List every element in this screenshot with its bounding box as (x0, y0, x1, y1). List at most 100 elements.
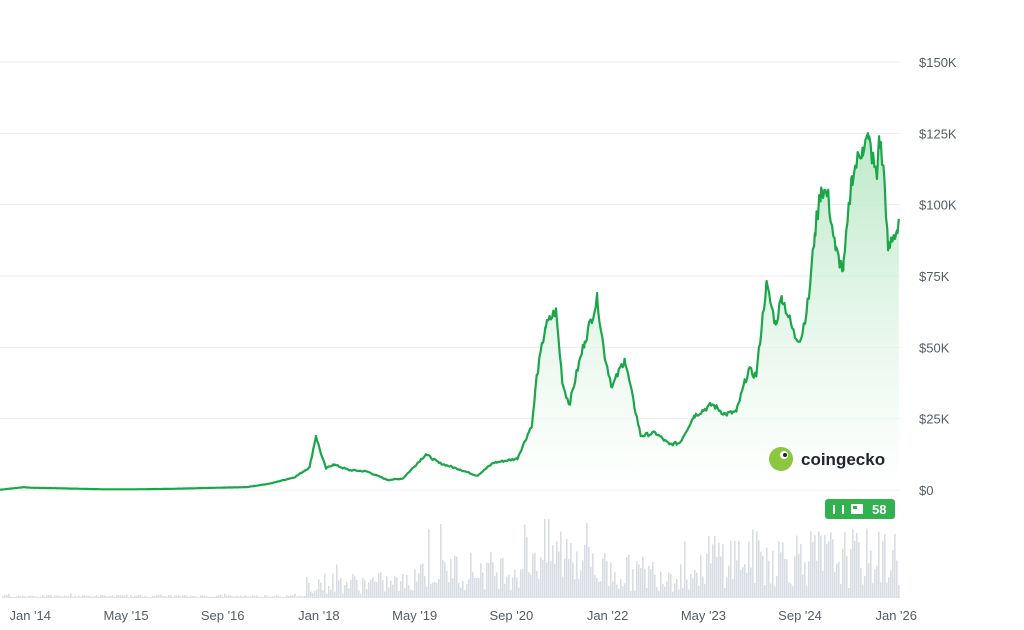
volume-bar (230, 595, 232, 598)
volume-bar (570, 542, 572, 598)
volume-bar (464, 589, 466, 598)
volume-bar (666, 581, 668, 598)
volume-bar (500, 558, 502, 598)
volume-bar (456, 556, 458, 598)
volume-bar (428, 528, 430, 598)
watermark-label: coingecko (801, 450, 885, 469)
volume-bar (468, 579, 470, 598)
volume-bar (806, 586, 808, 598)
volume-bar (84, 595, 86, 598)
volume-bar (678, 589, 680, 598)
volume-bar (716, 556, 718, 598)
volume-bar (342, 593, 344, 598)
volume-bars (2, 518, 900, 598)
volume-bar (542, 560, 544, 598)
volume-bar (648, 565, 650, 598)
volume-bar (260, 596, 262, 598)
volume-bar (524, 524, 526, 598)
volume-bar (82, 595, 84, 598)
volume-bar (174, 595, 176, 598)
volume-bar (194, 596, 196, 598)
volume-bar (630, 591, 632, 598)
volume-bar (52, 596, 54, 598)
volume-bar (186, 595, 188, 598)
volume-bar (90, 596, 92, 598)
volume-bar (192, 595, 194, 598)
y-tick-label: $0 (919, 483, 933, 498)
volume-bar (658, 590, 660, 598)
volume-bar (20, 596, 22, 598)
volume-bar (338, 580, 340, 598)
volume-bar (168, 595, 170, 598)
volume-bar (262, 596, 264, 598)
volume-bar (880, 582, 882, 598)
volume-bar (316, 589, 318, 598)
volume-bar (838, 561, 840, 598)
volume-bar (892, 550, 894, 598)
volume-bar (852, 528, 854, 598)
volume-bar (738, 541, 740, 598)
volume-bar (574, 579, 576, 598)
volume-bar (318, 579, 320, 598)
volume-bar (16, 596, 18, 598)
volume-bar (506, 576, 508, 598)
volume-bar (264, 595, 266, 598)
volume-bar (502, 557, 504, 598)
volume-bar (76, 596, 78, 598)
volume-bar (212, 596, 214, 598)
volume-bar (730, 540, 732, 598)
volume-bar (726, 577, 728, 598)
volume-bar (172, 596, 174, 598)
volume-bar (800, 544, 802, 598)
y-tick-label: $25K (919, 412, 950, 427)
x-tick-label: May '19 (392, 608, 437, 623)
volume-bar (530, 574, 532, 598)
volume-bar (238, 596, 240, 598)
volume-bar (850, 548, 852, 598)
volume-bar (628, 554, 630, 598)
news-badge[interactable]: 58 (825, 499, 895, 519)
x-tick-label: May '23 (681, 608, 726, 623)
volume-bar (314, 591, 316, 598)
volume-bar (72, 596, 74, 598)
volume-bar (268, 596, 270, 598)
volume-bar (810, 531, 812, 598)
volume-bar (710, 563, 712, 598)
volume-bar (840, 583, 842, 598)
volume-bar (842, 548, 844, 598)
volume-bar (772, 550, 774, 598)
volume-bar (804, 562, 806, 598)
volume-bar (742, 567, 744, 598)
volume-bar (138, 595, 140, 598)
volume-bar (488, 563, 490, 598)
volume-bar (250, 596, 252, 598)
volume-bar (728, 565, 730, 598)
volume-bar (128, 596, 130, 598)
volume-bar (142, 596, 144, 598)
volume-bar (826, 544, 828, 598)
volume-bar (224, 593, 226, 598)
volume-bar (4, 595, 6, 598)
volume-bar (868, 563, 870, 598)
volume-bar (814, 534, 816, 598)
volume-bar (394, 575, 396, 598)
volume-bar (818, 531, 820, 598)
x-tick-label: Jan '14 (9, 608, 51, 623)
volume-bar (566, 538, 568, 598)
volume-bar (46, 595, 48, 598)
volume-bar (534, 552, 536, 598)
volume-bar (754, 583, 756, 598)
volume-bar (720, 556, 722, 598)
volume-bar (478, 578, 480, 598)
volume-bar (282, 596, 284, 598)
volume-bar (592, 553, 594, 598)
volume-bar (498, 588, 500, 598)
volume-bar (306, 577, 308, 598)
volume-bar (646, 587, 648, 598)
volume-bar (74, 595, 76, 598)
volume-bar (594, 575, 596, 598)
volume-bar (234, 596, 236, 598)
volume-bar (40, 596, 42, 598)
volume-bar (858, 542, 860, 598)
